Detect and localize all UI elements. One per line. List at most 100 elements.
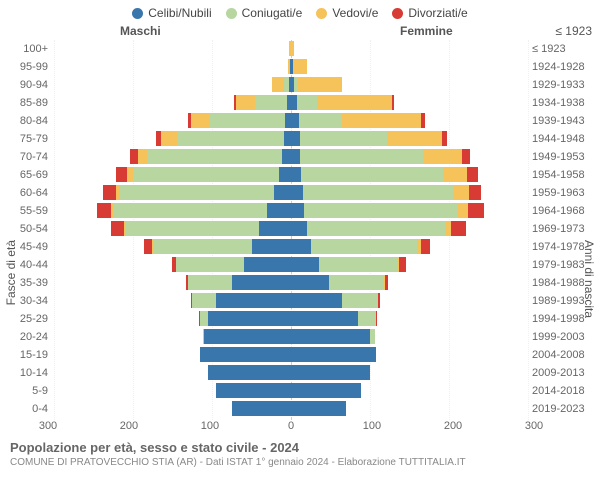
male-bar (200, 347, 291, 362)
female-bar (291, 95, 394, 110)
segment-celibi (291, 221, 307, 236)
x-tick: 300 (525, 420, 543, 432)
segment-divorziati (469, 185, 482, 200)
segment-coniugati (153, 239, 252, 254)
age-label: 10-14 (6, 364, 48, 382)
segment-divorziati (421, 239, 430, 254)
segment-vedovi (291, 41, 294, 56)
pyramid-row (54, 77, 528, 92)
x-axis: 3002001000100200300 (48, 420, 534, 436)
age-label: 20-24 (6, 328, 48, 346)
age-label: 5-9 (6, 382, 48, 400)
year-label: 1964-1968 (532, 202, 594, 220)
year-label: 1969-1973 (532, 220, 594, 238)
segment-divorziati (378, 293, 380, 308)
male-bar (116, 167, 291, 182)
age-label: 40-44 (6, 256, 48, 274)
segment-coniugati (297, 95, 317, 110)
segment-celibi (291, 239, 311, 254)
plot-area (54, 40, 528, 420)
female-bar (291, 149, 470, 164)
segment-celibi (291, 167, 301, 182)
legend-swatch-celibi (132, 8, 143, 19)
segment-coniugati (125, 221, 259, 236)
female-bar (291, 113, 425, 128)
pyramid-row (54, 185, 528, 200)
female-bar (291, 221, 466, 236)
male-bar (188, 113, 291, 128)
legend-swatch-coniugati (226, 8, 237, 19)
year-label: 1949-1953 (532, 148, 594, 166)
age-label: 95-99 (6, 58, 48, 76)
segment-divorziati (103, 185, 116, 200)
segment-vedovi (458, 203, 467, 218)
segment-divorziati (116, 167, 127, 182)
age-label: 0-4 (6, 400, 48, 418)
segment-coniugati (120, 185, 274, 200)
male-bar (130, 149, 291, 164)
year-label: 1944-1948 (532, 130, 594, 148)
segment-coniugati (358, 311, 375, 326)
legend-swatch-vedovi (316, 8, 327, 19)
segment-divorziati (144, 239, 152, 254)
segment-celibi (208, 311, 291, 326)
female-bar (291, 77, 342, 92)
segment-divorziati (442, 131, 448, 146)
age-label: 100+ (6, 40, 48, 58)
segment-celibi (279, 167, 291, 182)
male-bar (172, 257, 291, 272)
segment-coniugati (192, 293, 216, 308)
segment-celibi (291, 383, 361, 398)
year-label: 1984-1988 (532, 274, 594, 292)
segment-coniugati (147, 149, 281, 164)
pyramid-row (54, 167, 528, 182)
header-first-year: ≤ 1923 (555, 24, 592, 38)
segment-divorziati (421, 113, 425, 128)
segment-coniugati (113, 203, 267, 218)
female-bar (291, 257, 406, 272)
female-bar (291, 293, 380, 308)
segment-coniugati (304, 203, 458, 218)
year-label: ≤ 1923 (532, 40, 594, 58)
segment-vedovi (443, 167, 467, 182)
year-label: 1974-1978 (532, 238, 594, 256)
segment-celibi (274, 185, 291, 200)
year-label: 2014-2018 (532, 382, 594, 400)
x-tick: 100 (363, 420, 381, 432)
year-label: 1979-1983 (532, 256, 594, 274)
male-bar (216, 383, 291, 398)
age-label: 45-49 (6, 238, 48, 256)
header-male: Maschi (120, 24, 161, 38)
pyramid-row (54, 347, 528, 362)
male-bar (191, 293, 291, 308)
segment-celibi (291, 149, 300, 164)
segment-celibi (291, 113, 299, 128)
age-label: 60-64 (6, 184, 48, 202)
year-label: 1989-1993 (532, 292, 594, 310)
female-bar (291, 329, 375, 344)
age-label: 15-19 (6, 346, 48, 364)
segment-coniugati (255, 95, 287, 110)
age-label: 75-79 (6, 130, 48, 148)
female-bar (291, 131, 447, 146)
legend-item: Celibi/Nubili (132, 6, 211, 20)
segment-celibi (291, 365, 370, 380)
year-label: 1994-1998 (532, 310, 594, 328)
segment-coniugati (300, 131, 387, 146)
segment-divorziati (462, 149, 470, 164)
segment-celibi (291, 311, 358, 326)
pyramid-row (54, 149, 528, 164)
female-bar (291, 365, 370, 380)
male-bar (103, 185, 291, 200)
male-bar (199, 311, 291, 326)
female-bar (291, 383, 361, 398)
segment-vedovi (161, 131, 177, 146)
age-label: 70-74 (6, 148, 48, 166)
segment-celibi (232, 401, 291, 416)
segment-celibi (216, 293, 291, 308)
segment-celibi (204, 329, 291, 344)
chart-title: Popolazione per età, sesso e stato civil… (10, 440, 592, 455)
male-bar (97, 203, 291, 218)
year-label: 1954-1958 (532, 166, 594, 184)
segment-celibi (291, 347, 376, 362)
